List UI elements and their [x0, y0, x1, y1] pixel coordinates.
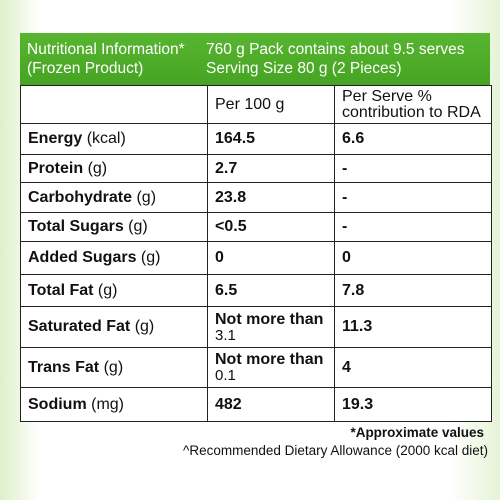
per-100g-cell: Not more than 3.1 — [207, 306, 335, 348]
per-100g-value: 3.1 — [215, 326, 236, 344]
approx-note: *Approximate values — [350, 425, 484, 440]
rda-value: - — [342, 188, 348, 206]
per-100g-value: 6.5 — [215, 281, 238, 299]
table-row: Saturated Fat (g) Not more than 3.1 11.3 — [20, 306, 492, 348]
rda-value: 4 — [342, 358, 351, 376]
per-100g-qualifier: Not more than — [215, 351, 324, 368]
per-100g-cell: 0 — [207, 241, 335, 275]
rda-cell: 11.3 — [334, 306, 492, 348]
rda-cell: - — [334, 182, 492, 213]
nutrient-name: Added Sugars — [28, 249, 137, 266]
table-row: Energy (kcal) 164.5 6.6 — [20, 123, 492, 155]
nutrient-name: Total Fat — [28, 281, 94, 299]
pack-info: 760 g Pack contains about 9.5 serves — [206, 41, 465, 58]
nutrient-unit: (g) — [136, 249, 161, 266]
col-header-per-100g: Per 100 g — [207, 85, 335, 124]
rda-value: - — [342, 159, 348, 177]
nutrient-name-cell: Added Sugars (g) — [20, 241, 208, 275]
per-100g-value: 482 — [215, 395, 242, 413]
col-header-per-serve: Per Serve % contribution to RDA — [334, 85, 492, 124]
rda-note: ^Recommended Dietary Allowance (2000 kca… — [183, 443, 488, 458]
nutrient-unit: (mg) — [86, 395, 124, 413]
rda-value: 7.8 — [342, 281, 365, 299]
per-100g-value: 164.5 — [215, 130, 256, 147]
serving-size: Serving Size 80 g (2 Pieces) — [206, 60, 402, 77]
rda-cell: 0 — [334, 241, 492, 275]
rda-cell: 6.6 — [334, 123, 492, 155]
header-subtitle: (Frozen Product) — [27, 60, 144, 77]
rda-cell: - — [334, 212, 492, 242]
header-blank-cell — [20, 85, 208, 124]
table-header-row: Per 100 g Per Serve % contribution to RD… — [20, 85, 492, 124]
rda-cell: 4 — [334, 347, 492, 388]
nutrient-name: Carbohydrate — [28, 188, 133, 206]
header-title-block: Nutritional Information* (Frozen Product… — [27, 40, 185, 78]
per-100g-value: 2.7 — [215, 159, 238, 177]
rda-value: - — [342, 218, 348, 235]
nutrient-name-cell: Energy (kcal) — [20, 123, 208, 155]
per-100g-value: <0.5 — [215, 218, 247, 235]
nutrient-name-cell: Total Fat (g) — [20, 274, 208, 307]
nutrient-name-cell: Total Sugars (g) — [20, 212, 208, 242]
table-row: Total Sugars (g) <0.5 - — [20, 212, 492, 242]
table-row: Trans Fat (g) Not more than 0.1 4 — [20, 347, 492, 388]
per-100g-cell: 23.8 — [207, 182, 335, 213]
per-100g-cell: 164.5 — [207, 123, 335, 155]
nutrient-name-cell: Trans Fat (g) — [20, 347, 208, 388]
nutrient-unit: (g) — [132, 188, 157, 206]
rda-value: 0 — [342, 249, 351, 266]
col-header-per-serve-line1: Per Serve % — [342, 87, 432, 105]
nutrient-name-cell: Sodium (mg) — [20, 387, 208, 422]
rda-value: 6.6 — [342, 130, 365, 147]
per-100g-qualifier: Not more than — [215, 310, 324, 328]
per-100g-cell: <0.5 — [207, 212, 335, 242]
nutrient-name: Energy — [28, 130, 83, 147]
nutrient-name: Trans Fat — [28, 358, 100, 376]
nutrient-unit: (g) — [123, 218, 148, 235]
col-header-per-serve-line2: contribution to RDA — [342, 103, 481, 121]
rda-cell: - — [334, 154, 492, 183]
nutrient-name: Sodium — [28, 395, 87, 413]
table-row: Protein (g) 2.7 - — [20, 154, 492, 183]
nutrient-unit: (g) — [99, 358, 124, 376]
nutrient-name: Protein — [28, 159, 84, 177]
nutrient-unit: (g) — [130, 318, 155, 335]
rda-value: 11.3 — [342, 318, 373, 335]
per-100g-value: 0 — [215, 249, 224, 266]
nutrient-name: Total Sugars — [28, 218, 124, 235]
per-100g-cell: 2.7 — [207, 154, 335, 183]
per-100g-value: 23.8 — [215, 188, 247, 206]
nutrition-table: Per 100 g Per Serve % contribution to RD… — [20, 85, 492, 422]
per-100g-cell: 482 — [207, 387, 335, 422]
per-100g-cell: 6.5 — [207, 274, 335, 307]
header-serving-block: 760 g Pack contains about 9.5 serves Ser… — [206, 40, 465, 78]
nutrient-unit: (kcal) — [82, 130, 126, 147]
per-100g-value: 0.1 — [215, 367, 236, 384]
rda-cell: 19.3 — [334, 387, 492, 422]
rda-cell: 7.8 — [334, 274, 492, 307]
nutrient-name-cell: Saturated Fat (g) — [20, 306, 208, 348]
nutrient-name-cell: Carbohydrate (g) — [20, 182, 208, 213]
nutrient-name: Saturated Fat — [28, 318, 131, 335]
nutrition-header: Nutritional Information* (Frozen Product… — [20, 33, 490, 85]
header-title: Nutritional Information* — [27, 41, 185, 58]
rda-value: 19.3 — [342, 395, 374, 413]
nutrient-name-cell: Protein (g) — [20, 154, 208, 183]
table-row: Total Fat (g) 6.5 7.8 — [20, 274, 492, 307]
table-row: Added Sugars (g) 0 0 — [20, 241, 492, 275]
table-row: Sodium (mg) 482 19.3 — [20, 387, 492, 422]
nutrient-unit: (g) — [83, 159, 108, 177]
table-row: Carbohydrate (g) 23.8 - — [20, 182, 492, 213]
nutrient-unit: (g) — [93, 281, 118, 299]
per-100g-cell: Not more than 0.1 — [207, 347, 335, 388]
